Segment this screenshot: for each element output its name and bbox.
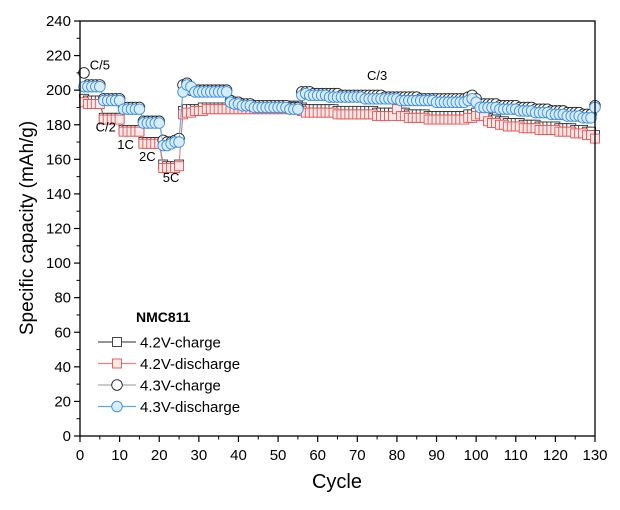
x-tick-label: 50 (270, 447, 287, 464)
data-point (585, 112, 597, 124)
y-axis-label: Specific capacity (mAh/g) (17, 121, 38, 335)
legend-title: NMC811 (136, 309, 191, 325)
y-tick-label: 100 (46, 255, 71, 272)
legend-label: 4.2V-charge (140, 335, 221, 352)
y-tick-label: 140 (46, 186, 71, 203)
legend: NMC811 4.2V-charge 4.2V-discharge 4.3V-char… (98, 309, 240, 416)
x-tick-label: 0 (76, 447, 84, 464)
legend-item: 4.2V-discharge (98, 356, 240, 373)
legend-marker (111, 400, 123, 413)
legend-label: 4.3V-charge (140, 378, 221, 395)
plot-marks (78, 67, 601, 173)
legend-marker (112, 337, 122, 347)
x-tick-label: 100 (464, 447, 489, 464)
rate-annotation: C/5 (90, 57, 110, 72)
x-tick-label: 60 (309, 447, 326, 464)
axes: 0 10 20 30 40 50 60 70 80 90 100 110 120 130 0 20 40 60 80… (46, 13, 608, 464)
legend-label: 4.2V-discharge (140, 356, 240, 373)
rate-annotation: C/3 (367, 68, 387, 83)
legend-marker (112, 358, 122, 369)
data-point (153, 117, 165, 129)
x-tick-label: 90 (428, 447, 445, 464)
x-tick-label: 120 (543, 447, 568, 464)
x-tick-label: 20 (151, 447, 168, 464)
x-tick-label: 10 (111, 447, 128, 464)
y-tick-label: 40 (54, 359, 71, 376)
x-tick-label: 30 (191, 447, 208, 464)
annotations: C/5 C/21C 2C 5C C/3 (90, 57, 388, 184)
rate-annotation: 5C (163, 170, 180, 185)
data-point (133, 103, 146, 115)
y-tick-label: 20 (54, 393, 71, 410)
y-tick-label: 120 (46, 221, 71, 238)
legend-item: 4.2V-charge (98, 335, 221, 352)
x-tick-label: 70 (349, 447, 366, 464)
x-tick-label: 110 (504, 447, 528, 464)
rate-annotation: C/2 (96, 120, 116, 135)
legend-item: 4.3V-discharge (98, 399, 240, 416)
y-tick-label: 60 (54, 324, 71, 341)
data-point (220, 86, 233, 98)
y-tick-label: 200 (46, 82, 71, 99)
x-tick-label: 80 (389, 447, 406, 464)
rate-annotation: 1C (117, 137, 134, 152)
rate-annotation: 2C (139, 149, 156, 164)
x-axis-label: Cycle (312, 471, 362, 493)
data-point (174, 161, 184, 172)
y-tick-label: 240 (46, 13, 71, 30)
legend-item: 4.3V-charge (98, 378, 221, 395)
legend-marker (111, 379, 123, 391)
data-point (173, 136, 185, 148)
x-tick-label: 130 (582, 447, 607, 464)
plot-frame (79, 20, 596, 437)
y-tick-label: 80 (54, 290, 71, 307)
data-point (292, 103, 304, 115)
x-tick-label: 40 (230, 447, 247, 464)
y-tick-label: 180 (46, 117, 71, 134)
y-tick-label: 0 (63, 428, 71, 445)
series-4.3V-discharge (78, 79, 601, 152)
data-point (114, 114, 125, 125)
y-tick-label: 160 (46, 151, 71, 168)
data-point (94, 80, 106, 93)
legend-label: 4.3V-discharge (140, 399, 240, 416)
y-tick-label: 220 (46, 48, 71, 65)
